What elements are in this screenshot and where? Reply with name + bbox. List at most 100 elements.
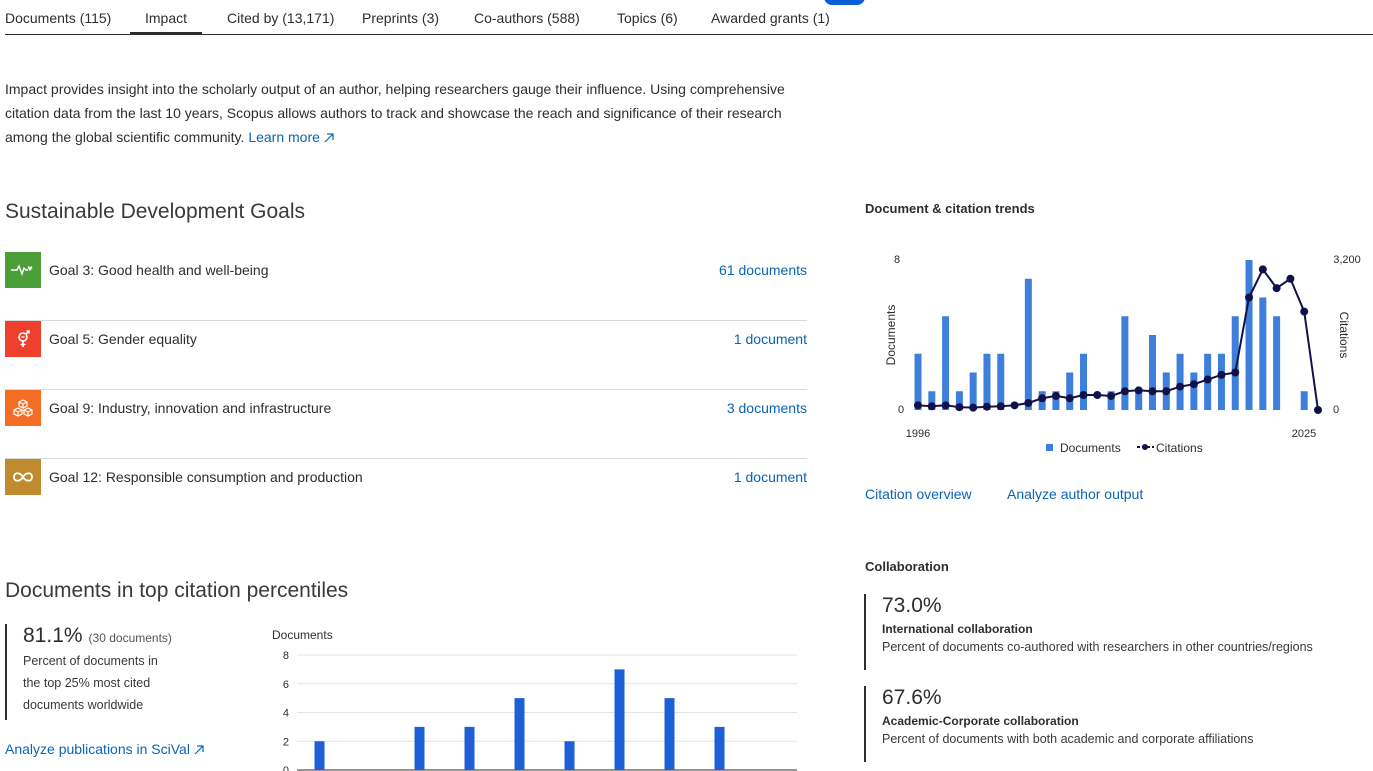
documents-bar-2016 (1190, 372, 1198, 410)
citations-point-2025 (1314, 406, 1322, 414)
percentiles-value: 81.1% (23, 624, 83, 647)
tab-preprints[interactable]: Preprints (3) (362, 10, 440, 26)
feedback-tab[interactable] (824, 0, 865, 5)
left-axis-min-label: 0 (898, 404, 904, 416)
sdg-label: Goal 3: Good health and well-being (49, 262, 269, 278)
citation-overview-link[interactable]: Citation overview (865, 486, 972, 502)
analyze-author-output-link[interactable]: Analyze author output (1007, 486, 1144, 502)
international-collaboration: 73.0% International collaboration Percen… (864, 594, 1313, 670)
percentile-chart-y-title: Documents (272, 628, 333, 642)
external-link-icon (324, 133, 334, 143)
sdg-label: Goal 9: Industry, innovation and infrast… (49, 400, 332, 416)
citations-point-2016 (1189, 380, 1198, 389)
citations-point-2011 (1120, 387, 1129, 396)
percentiles-count: (30 documents) (88, 631, 172, 645)
documents-bar-2002 (997, 353, 1005, 410)
tab-cited-by[interactable]: Cited by (13,171) (227, 10, 335, 26)
sdg-row-goal-3: Goal 3: Good health and well-being 61 do… (5, 252, 807, 321)
percentiles-desc-2: the top 25% most cited (23, 676, 151, 690)
percentile-y-tick-4: 4 (283, 708, 289, 720)
corporate-desc: Percent of documents with both academic … (882, 732, 1254, 746)
sdg-title: Sustainable Development Goals (5, 200, 306, 223)
citations-point-2009 (1093, 391, 1102, 399)
legend-documents-label: Documents (1060, 441, 1121, 455)
tab-topics[interactable]: Topics (6) (617, 10, 678, 26)
percentile-bar-3 (464, 726, 475, 770)
citations-point-2021 (1258, 265, 1267, 274)
analyze-scival-link[interactable]: Analyze publications in SciVal (5, 741, 204, 757)
sdg-row-goal-9: Goal 9: Industry, innovation and infrast… (5, 390, 807, 459)
citations-point-2002 (996, 402, 1005, 411)
documents-bar-2004 (1024, 278, 1032, 410)
sdg-label: Goal 12: Responsible consumption and pro… (49, 469, 363, 485)
citations-point-2008 (1079, 391, 1088, 399)
citations-point-2020 (1245, 293, 1254, 302)
percentile-documents-chart: Documents 8 6 4 2 0 (272, 628, 797, 771)
right-axis-min-label: 0 (1333, 404, 1339, 416)
documents-bar-2015 (1176, 353, 1184, 410)
intro-text: Impact provides insight into the scholar… (5, 81, 785, 145)
documents-bar-2012 (1135, 391, 1143, 410)
learn-more-link[interactable]: Learn more (248, 129, 334, 145)
citations-point-2019 (1231, 368, 1240, 377)
x-axis-end-label: 2025 (1292, 428, 1316, 440)
collaboration-title: Collaboration (865, 559, 949, 574)
citations-point-2015 (1176, 382, 1185, 391)
left-axis-title: Documents (884, 305, 898, 366)
percentile-bar-5 (564, 741, 575, 770)
documents-bar-2010 (1107, 391, 1115, 410)
tab-documents[interactable]: Documents (115) (5, 10, 112, 26)
document-citation-trends-chart: 8 0 3,200 0 Documents Citations 1996 202… (884, 254, 1361, 455)
documents-bar-2020 (1245, 260, 1253, 410)
right-axis-title: Citations (1337, 312, 1351, 359)
documents-bar-2007 (1066, 372, 1074, 410)
percentile-y-tick-8: 8 (283, 650, 289, 662)
international-desc: Percent of documents co-authored with re… (882, 640, 1313, 654)
legend-citations-label: Citations (1156, 441, 1203, 455)
citations-point-1998 (941, 401, 950, 410)
documents-bar-2001 (983, 353, 991, 410)
trends-title: Document & citation trends (865, 201, 1035, 216)
citations-point-2004 (1024, 398, 1033, 407)
sdg-count-link[interactable]: 1 document (733, 469, 807, 485)
x-axis-start-label: 1996 (906, 428, 930, 440)
documents-bar-1997 (928, 391, 936, 410)
citations-point-2024 (1300, 307, 1309, 316)
citations-point-2017 (1203, 375, 1212, 384)
sdg-row-goal-5: Goal 5: Gender equality 1 document (5, 321, 807, 390)
international-value: 73.0% (882, 594, 942, 617)
sdg-count-link[interactable]: 3 documents (726, 400, 807, 416)
percentile-y-tick-0: 0 (283, 765, 289, 771)
documents-bar-2008 (1080, 353, 1088, 410)
citations-point-2001 (982, 402, 991, 411)
percentiles-title: Documents in top citation percentiles (5, 579, 349, 602)
citations-point-2014 (1162, 387, 1171, 396)
tab-awarded-grants[interactable]: Awarded grants (1) (711, 10, 830, 26)
documents-bar-1999 (955, 391, 963, 410)
infinity-icon (5, 459, 41, 495)
tab-bar: Documents (115) Impact Cited by (13,171)… (5, 0, 1373, 35)
citations-point-2003 (1010, 401, 1019, 410)
citations-point-2012 (1134, 386, 1143, 395)
tab-impact[interactable]: Impact (129, 10, 203, 35)
gender-icon (5, 321, 41, 357)
percentile-bar-8 (714, 726, 725, 770)
sdg-count-link[interactable]: 61 documents (719, 262, 807, 278)
documents-bar-2019 (1231, 316, 1239, 410)
percentiles-desc-3: documents worldwide (23, 698, 144, 712)
citations-point-2010 (1107, 391, 1116, 400)
left-axis-max-label: 8 (894, 254, 900, 266)
citations-point-2018 (1217, 370, 1226, 379)
right-axis-max-label: 3,200 (1333, 254, 1361, 266)
legend-documents-swatch (1046, 444, 1053, 451)
citations-point-2007 (1065, 394, 1074, 403)
sdg-row-goal-12: Goal 12: Responsible consumption and pro… (5, 459, 807, 528)
documents-bar-2022 (1273, 316, 1281, 410)
tab-co-authors[interactable]: Co-authors (588) (474, 10, 580, 26)
documents-bar-2024 (1300, 391, 1308, 410)
percentile-bar-7 (664, 698, 675, 770)
sdg-count-link[interactable]: 1 document (733, 331, 807, 347)
corporate-collaboration: 67.6% Academic-Corporate collaboration P… (864, 686, 1254, 762)
percentiles-summary: 81.1% (30 documents) Percent of documents… (5, 624, 172, 720)
percentiles-desc-1: Percent of documents in (23, 654, 158, 668)
